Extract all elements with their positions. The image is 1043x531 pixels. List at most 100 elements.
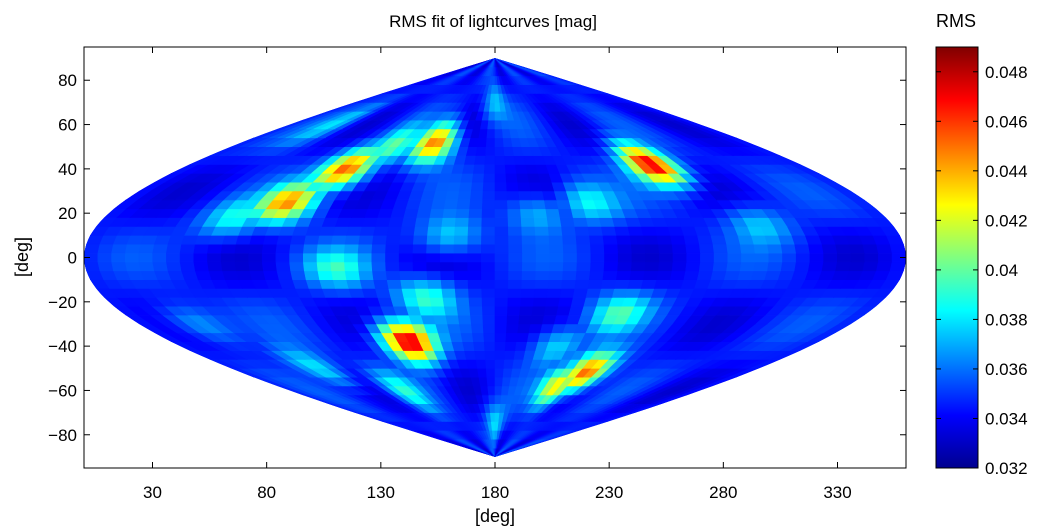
map-cell	[489, 403, 496, 413]
colorbar-tick-label: 0.04	[985, 261, 1018, 280]
map-cell	[466, 359, 478, 369]
map-cell	[439, 252, 455, 263]
map-cell	[398, 252, 414, 263]
map-cell	[549, 261, 564, 272]
y-tick-label: 60	[58, 116, 77, 135]
map-cell	[481, 279, 496, 289]
map-cell	[302, 261, 319, 272]
map-cell	[331, 235, 347, 245]
map-cell	[576, 261, 592, 272]
map-cell	[261, 261, 278, 272]
map-cell	[503, 146, 515, 156]
map-cell	[753, 261, 770, 272]
map-cell	[468, 217, 483, 227]
map-cell	[84, 243, 101, 254]
map-cell	[275, 252, 290, 263]
map-cell	[508, 235, 523, 245]
map-cell	[481, 226, 496, 236]
map-cell	[455, 297, 470, 307]
map-cell	[416, 297, 432, 307]
map-cell	[485, 359, 496, 369]
map-cell	[521, 243, 537, 254]
map-cell	[429, 297, 445, 307]
map-cell	[234, 243, 251, 254]
map-cell	[543, 305, 559, 316]
map-cell	[386, 279, 403, 289]
map-cell	[443, 305, 459, 316]
map-cell	[739, 261, 756, 272]
map-cell	[412, 252, 427, 263]
map-cell	[848, 261, 866, 272]
map-cell	[575, 270, 591, 281]
map-cell	[712, 243, 729, 254]
map-cell	[414, 217, 431, 227]
map-cell	[207, 252, 222, 263]
map-cell	[487, 119, 496, 130]
map-cell	[644, 261, 660, 272]
map-cell	[494, 367, 505, 378]
map-cell	[494, 385, 503, 396]
map-cell	[562, 261, 578, 272]
colorbar-tick-label: 0.048	[985, 63, 1028, 82]
map-cell	[428, 288, 444, 298]
map-cell	[494, 181, 508, 192]
map-cell	[507, 208, 522, 218]
map-cell	[179, 243, 196, 254]
x-tick-label: 230	[595, 483, 623, 502]
map-cell	[535, 261, 551, 272]
map-cell	[521, 226, 536, 236]
map-cell	[520, 297, 535, 307]
map-cell	[549, 252, 564, 263]
map-cell	[494, 226, 509, 236]
map-cell	[640, 279, 658, 289]
map-cell	[506, 305, 521, 316]
colorbar-tick-label: 0.046	[985, 112, 1028, 131]
map-cell	[193, 243, 210, 254]
x-axis: 30 80 130 180 230 280 330	[143, 47, 852, 502]
chart-title: RMS fit of lightcurves [mag]	[389, 12, 597, 31]
map-cell	[506, 199, 521, 210]
map-cell	[261, 252, 277, 263]
map-cell	[403, 297, 420, 307]
map-cell	[494, 173, 507, 183]
map-cell	[418, 199, 434, 210]
map-cell	[683, 270, 700, 281]
map-cell	[794, 243, 811, 254]
map-cell	[494, 146, 505, 156]
map-cell	[398, 261, 414, 272]
map-cell	[426, 270, 442, 281]
map-cell	[585, 288, 602, 298]
map-cell	[234, 261, 251, 272]
map-cell	[753, 243, 770, 254]
map-cell	[445, 314, 460, 325]
map-cell	[412, 270, 428, 281]
map-cell	[683, 235, 700, 245]
colorbar-axis: 0.048 0.046 0.044 0.042 0.04 0.038 0.036 0.034 0…	[936, 63, 1028, 478]
map-cell	[741, 252, 756, 263]
map-cell	[276, 270, 293, 281]
map-cell	[600, 226, 617, 236]
map-cell	[371, 252, 386, 263]
y-axis: 80 60 40 20 0 −20 −40 −60 −80	[48, 71, 906, 445]
map-cell	[656, 235, 673, 245]
map-cell	[453, 252, 468, 263]
map-cell	[124, 243, 142, 254]
map-cell	[489, 412, 496, 422]
map-cell	[506, 190, 520, 201]
map-cell	[602, 235, 618, 245]
map-cell	[494, 235, 509, 245]
map-cell	[400, 279, 416, 289]
map-cell	[506, 181, 520, 192]
map-cell	[821, 261, 838, 272]
map-cell	[481, 235, 496, 245]
map-cell	[97, 243, 114, 254]
map-cell	[427, 226, 443, 236]
map-cell	[589, 270, 605, 281]
map-cell	[316, 243, 332, 254]
map-cell	[561, 279, 577, 289]
map-cell	[862, 243, 879, 254]
y-tick-label: 20	[58, 204, 77, 223]
map-cell	[726, 243, 742, 254]
map-cell	[359, 226, 376, 236]
map-cell	[614, 226, 631, 236]
